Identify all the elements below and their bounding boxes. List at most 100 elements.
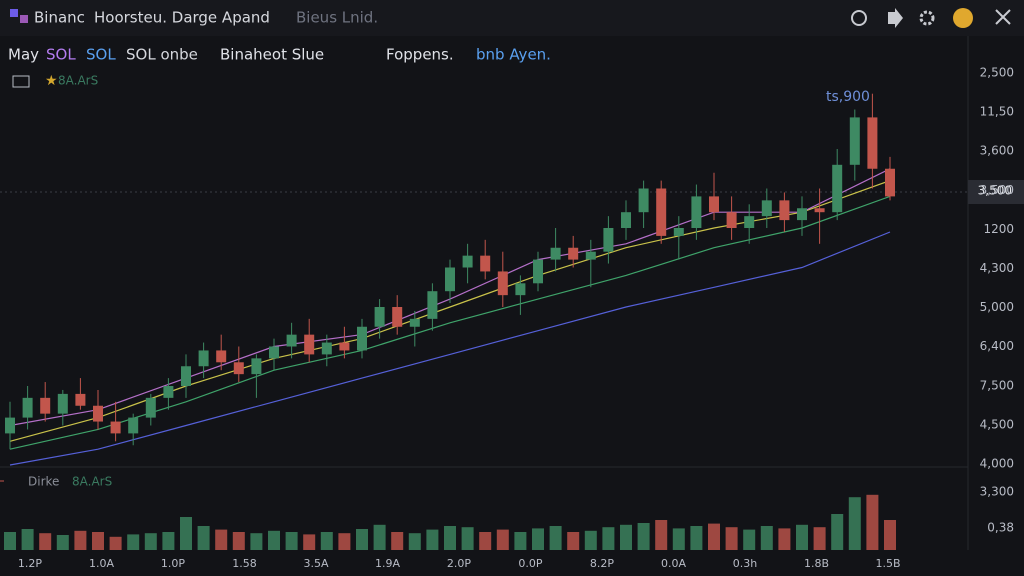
volume-bar	[197, 526, 210, 550]
logo-icon	[10, 9, 18, 17]
price-label: 5,000	[980, 300, 1014, 314]
candle-body	[568, 247, 579, 260]
x-label: 1.5B	[875, 557, 900, 570]
candle-body	[357, 326, 367, 351]
volume-bar	[796, 524, 808, 550]
title: Hoorsteu. Darge Apand	[94, 9, 270, 27]
volume-bar	[549, 526, 562, 550]
candle-body	[497, 271, 508, 296]
price-label: 1200	[983, 222, 1014, 236]
x-label: 1.8B	[804, 557, 829, 570]
volume-axis-label: 0,38	[987, 521, 1014, 535]
candle-body	[480, 255, 491, 272]
candle-body	[145, 397, 156, 418]
toolbar-item: bnb Ayen.	[476, 46, 551, 64]
price-label: 4,000	[980, 457, 1014, 471]
volume-bar	[672, 528, 685, 550]
candle-body	[216, 350, 227, 363]
volume-bar	[127, 534, 140, 550]
volume-bar	[532, 528, 544, 550]
price-label: 4,300	[980, 261, 1014, 275]
moving-average	[9, 231, 891, 466]
volume-bar	[109, 536, 122, 550]
x-label: 1.2P	[18, 557, 42, 570]
volume-bar	[866, 494, 879, 550]
candle-body	[550, 247, 561, 260]
candle-body	[110, 421, 121, 434]
candle-body	[832, 164, 843, 213]
toolbar-item: SOL	[86, 46, 116, 64]
volume-bar	[338, 533, 351, 550]
candle-body	[885, 168, 895, 197]
subtitle: Bieus Lnid.	[296, 9, 378, 27]
volume-indicator: 8A.ArS	[72, 475, 112, 489]
volume-bar	[356, 529, 368, 550]
price-label: 3,600	[980, 144, 1014, 158]
logo: Binanc	[34, 9, 85, 27]
close-button[interactable]	[995, 9, 1011, 25]
candle-body	[691, 196, 702, 228]
volume-bar	[303, 534, 316, 550]
candle-body	[57, 393, 68, 414]
volume-bar	[778, 528, 791, 550]
volume-bar	[426, 529, 439, 550]
candle-body	[867, 117, 878, 169]
candle-body	[93, 405, 103, 422]
volume-bar	[373, 524, 386, 550]
volume-bar	[743, 529, 756, 550]
candle-body	[286, 334, 297, 347]
settings-button[interactable]	[919, 10, 935, 26]
info-button[interactable]	[851, 10, 867, 26]
volume-bar	[285, 532, 298, 550]
candle-body	[533, 259, 543, 284]
volume-bar	[567, 532, 580, 550]
indicator: 8A.ArS	[58, 74, 98, 88]
x-label: 1.0A	[89, 557, 114, 570]
volume-bar	[180, 517, 192, 550]
volume-bar	[514, 532, 527, 550]
star-icon[interactable]: ★	[45, 73, 58, 89]
candle-body	[163, 386, 174, 398]
volume-bar	[848, 497, 861, 550]
volume-bar	[74, 530, 87, 550]
x-label: 0.0P	[518, 557, 542, 570]
candle-body	[251, 358, 262, 375]
volume-bar	[884, 520, 896, 550]
account-button[interactable]	[953, 8, 973, 28]
volume-bar	[144, 533, 157, 550]
candle-body	[75, 393, 86, 406]
candle-body	[427, 291, 438, 319]
moving-average	[9, 195, 891, 450]
volume-bar	[708, 523, 720, 550]
volume-bar	[602, 527, 615, 550]
volume-bar	[268, 530, 280, 550]
moving-average	[9, 180, 891, 442]
x-label: 1.9A	[375, 557, 400, 570]
volume-bar	[162, 532, 175, 550]
volume-bar	[39, 533, 52, 550]
candle-body	[797, 208, 807, 221]
candle-body	[673, 228, 684, 236]
price-label: 6,400	[980, 339, 1014, 353]
candle-body	[269, 346, 279, 359]
annotation: ts,900	[826, 89, 870, 105]
price-label: 7,500	[980, 378, 1014, 392]
folder-icon[interactable]	[12, 75, 30, 88]
volume-bar	[831, 514, 844, 550]
price-tag	[968, 180, 1024, 204]
volume-bar	[444, 526, 456, 550]
candle-body	[603, 228, 614, 252]
volume-label: Dirke	[28, 475, 59, 489]
candle-body	[656, 188, 667, 236]
share-button[interactable]	[888, 8, 903, 28]
candle-body	[814, 208, 825, 213]
candle-body	[638, 188, 649, 213]
candle-body	[339, 342, 350, 351]
candle-body	[181, 366, 191, 386]
candle-body	[40, 397, 51, 414]
volume-bar	[215, 529, 228, 550]
toolbar-item: SOL onbe	[126, 46, 198, 64]
toolbar-item: SOL	[46, 46, 76, 64]
price-label: 4,500	[980, 417, 1014, 431]
